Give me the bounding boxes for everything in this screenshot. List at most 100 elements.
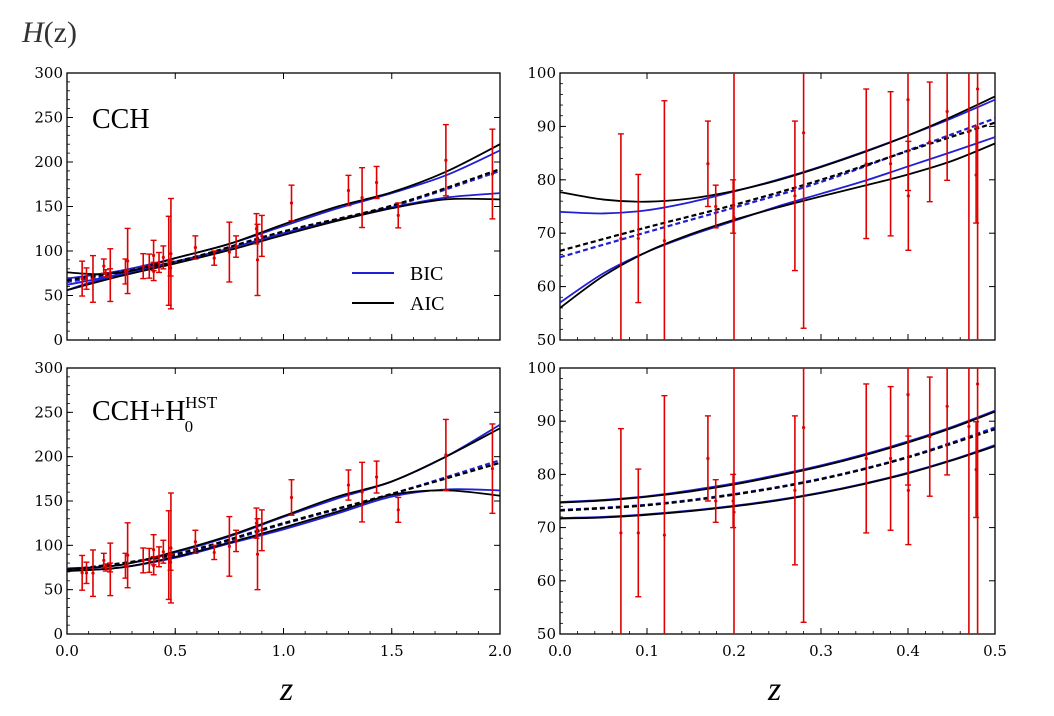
data-point xyxy=(706,162,710,166)
y-axis-title-arg: (z) xyxy=(44,16,77,49)
data-point xyxy=(102,264,106,268)
plot-area xyxy=(67,123,500,310)
data-point xyxy=(104,565,108,570)
data-point xyxy=(864,162,868,166)
data-point xyxy=(360,196,364,200)
y-tick-label: 100 xyxy=(34,536,63,554)
data-point xyxy=(732,216,736,220)
data-point xyxy=(157,260,161,265)
data-point xyxy=(793,194,797,198)
y-tick-label: 250 xyxy=(34,109,63,127)
data-point xyxy=(169,546,173,550)
y-tick-label: 50 xyxy=(44,287,63,305)
data-point xyxy=(976,382,980,386)
x-axis-title-right: z xyxy=(767,671,781,708)
series-line xyxy=(67,489,500,572)
data-point xyxy=(91,277,95,281)
x-tick-label: 0.0 xyxy=(55,642,79,660)
y-tick-label: 0 xyxy=(53,331,63,349)
y-tick-label: 90 xyxy=(537,412,556,430)
data-point xyxy=(108,567,112,571)
panel-top-right: 50 60 70 80 90 100 xyxy=(527,64,996,349)
x-axis-title-left: z xyxy=(279,671,293,708)
data-point xyxy=(662,239,667,243)
data-point xyxy=(152,269,156,274)
data-point xyxy=(234,539,238,543)
data-point xyxy=(619,236,623,241)
data-point xyxy=(619,531,623,535)
plot-frame xyxy=(559,367,996,635)
panel-bottom-right: 50 60 70 80 90 100 0.0 0.1 0.2 0.3 0.4 0.5 xyxy=(527,359,1007,660)
series-line xyxy=(67,168,500,282)
plot-frame xyxy=(559,72,996,341)
data-point xyxy=(227,544,231,548)
data-point xyxy=(928,140,932,144)
series-line xyxy=(67,143,500,276)
y-tick-label: 90 xyxy=(537,117,556,135)
y-tick-label: 60 xyxy=(537,278,556,296)
data-point xyxy=(906,488,910,492)
legend-aic-label: AIC xyxy=(410,293,444,315)
x-tick-label: 0.5 xyxy=(983,642,1007,660)
data-point xyxy=(906,194,910,198)
x-tick-label: 1.0 xyxy=(272,642,296,660)
data-point xyxy=(906,393,910,397)
series-line xyxy=(560,95,995,203)
x-tick-label: 0.2 xyxy=(722,642,746,660)
data-point xyxy=(706,456,710,461)
data-point xyxy=(91,571,95,575)
data-point xyxy=(444,453,448,457)
data-point xyxy=(80,276,84,281)
data-point xyxy=(161,550,165,554)
y-tick-label: 0 xyxy=(53,625,63,643)
y-tick-label: 250 xyxy=(34,403,63,421)
series-line xyxy=(560,445,995,520)
data-point xyxy=(141,558,145,563)
data-point xyxy=(976,87,980,91)
data-point xyxy=(212,256,216,260)
y-tick-label: 100 xyxy=(527,359,556,377)
data-point xyxy=(255,552,260,556)
data-point xyxy=(802,425,806,430)
x-tick-label: 0.5 xyxy=(163,642,187,660)
data-point xyxy=(906,98,910,102)
data-point xyxy=(255,258,260,262)
data-point xyxy=(84,571,89,575)
data-point xyxy=(123,269,128,274)
data-point xyxy=(289,495,294,500)
data-point xyxy=(102,558,106,563)
panel-bottom-left: 0 50 100 150 200 250 300 0.0 0.5 1.0 1.5 2.0 xyxy=(34,359,512,660)
data-point xyxy=(444,158,448,162)
y-tick-label: 50 xyxy=(537,625,556,643)
data-point xyxy=(967,130,971,134)
data-point xyxy=(889,456,893,461)
data-point xyxy=(967,424,971,429)
data-point xyxy=(374,475,379,479)
data-point xyxy=(346,483,351,487)
panel-title-top-left: CCH xyxy=(92,104,150,135)
data-point xyxy=(714,499,718,503)
series-line xyxy=(560,142,995,309)
y-tick-label: 80 xyxy=(537,465,556,483)
data-point xyxy=(80,571,84,575)
x-tick-label: 2.0 xyxy=(488,642,512,660)
data-point xyxy=(227,250,231,254)
legend: BIC AIC xyxy=(352,263,444,315)
data-point xyxy=(289,201,294,205)
data-point xyxy=(104,271,108,275)
data-point xyxy=(152,564,156,568)
data-point xyxy=(793,488,797,492)
data-point xyxy=(374,180,379,185)
y-tick-label: 70 xyxy=(537,519,556,537)
data-point xyxy=(928,435,932,439)
data-point xyxy=(360,490,364,494)
y-tick-label: 100 xyxy=(527,64,556,82)
y-tick-label: 150 xyxy=(34,492,63,510)
data-point xyxy=(234,244,238,249)
data-point xyxy=(152,548,156,552)
data-point xyxy=(212,550,216,555)
panel-title-bottom-left-sup: HST xyxy=(185,393,218,412)
data-point xyxy=(346,188,351,193)
y-tick-label: 50 xyxy=(537,331,556,349)
